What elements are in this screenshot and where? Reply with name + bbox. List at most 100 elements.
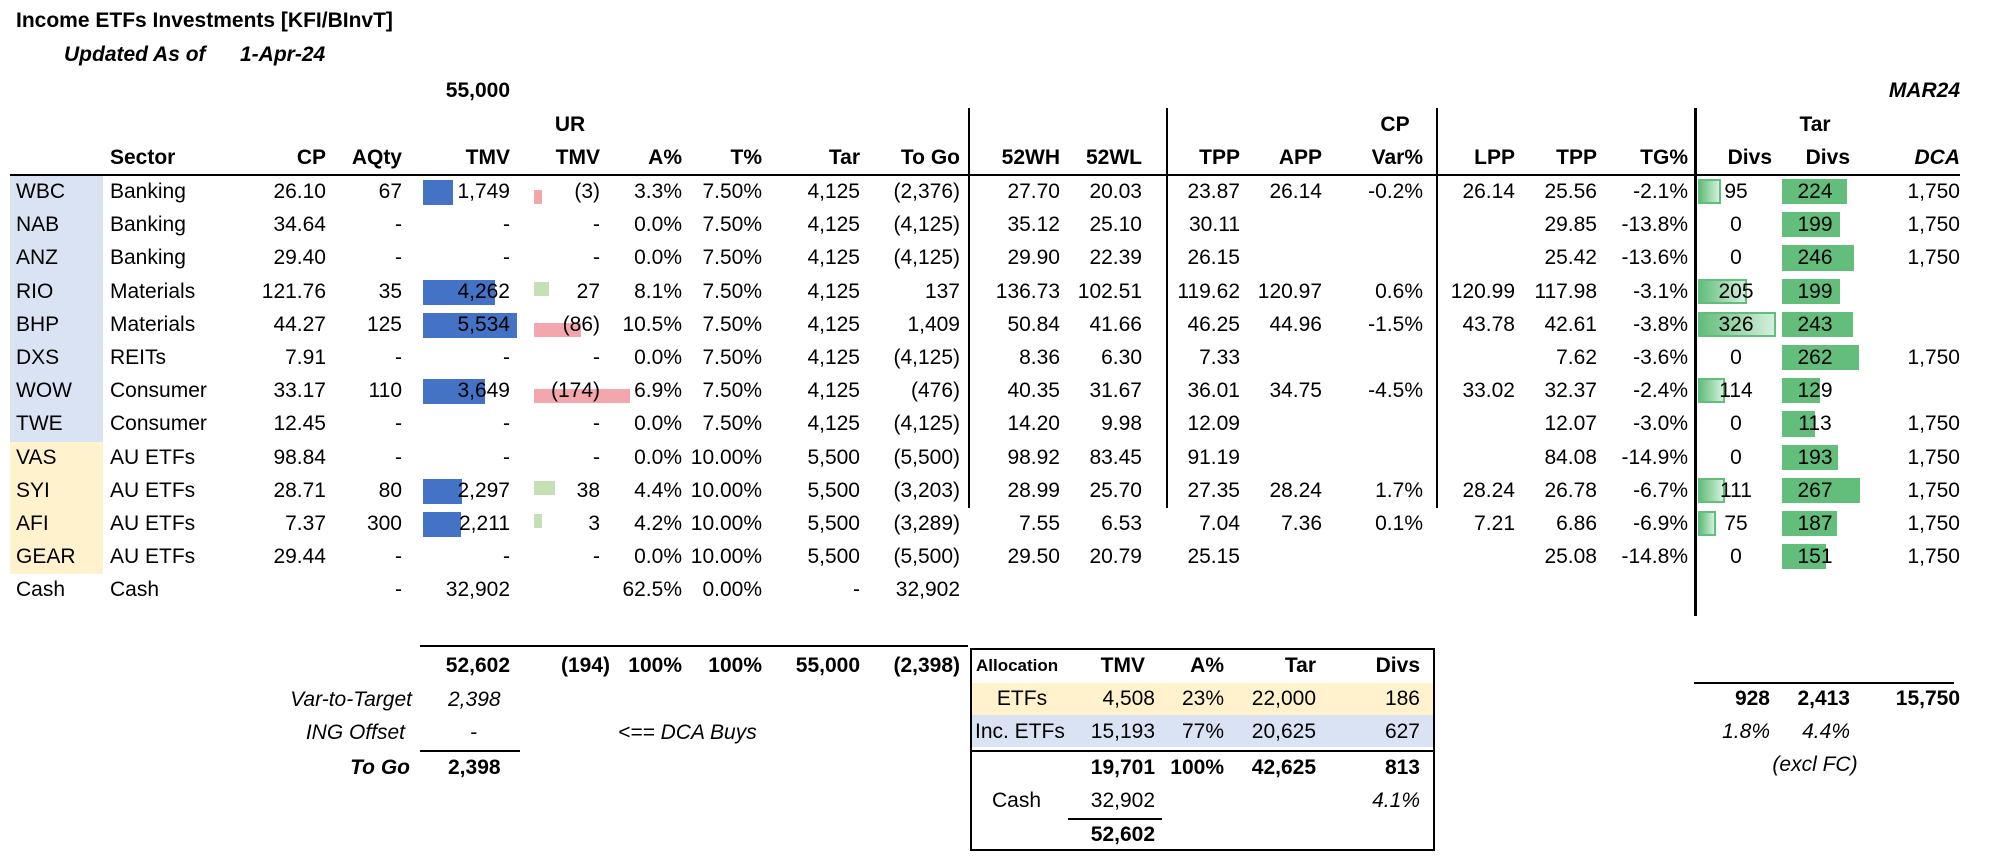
cell-w52h: 35.12 (1007, 213, 1060, 237)
cell-tpp2: 25.42 (1544, 246, 1597, 270)
header-tardivs-top: Tar (1799, 113, 1831, 136)
cell-tmv: 3,649 (457, 379, 510, 403)
column-separator-1 (1166, 108, 1168, 508)
cell-tpp2: 26.78 (1544, 478, 1597, 502)
cell-aqty: 80 (378, 478, 402, 502)
right-summary-dca: 15,750 (1895, 687, 1960, 710)
cell-cp: 28.71 (273, 478, 326, 502)
updated-date: 1-Apr-24 (240, 43, 326, 66)
cell-code: TWE (16, 412, 63, 436)
cell-tpct: 10.00% (690, 545, 762, 569)
cell-tg: -6.7% (1633, 478, 1688, 502)
tar-divs-data-bar (1782, 278, 1840, 304)
group-fill (10, 408, 103, 442)
cell-w52h: 29.50 (1007, 545, 1060, 569)
cell-tpp1: 7.33 (1199, 346, 1240, 369)
cell-ur: - (593, 545, 600, 569)
cell-lpp: 43.78 (1462, 312, 1515, 336)
cell-tar: 4,125 (807, 246, 860, 270)
cell-tpp1: 7.04 (1199, 512, 1240, 535)
cell-code: DXS (16, 346, 60, 369)
cell-divs: 0 (1730, 346, 1742, 369)
cell-tpct: 10.00% (690, 512, 762, 535)
cell-ur: - (593, 445, 600, 469)
column-separator-thick (1694, 108, 1697, 616)
cell-cp: 44.27 (273, 312, 326, 336)
cell-tpp1: 23.87 (1187, 180, 1240, 203)
cell-apct: 8.1% (634, 279, 682, 303)
cell-sector: AU ETFs (110, 445, 196, 469)
allocation-total-apct: 100% (1170, 756, 1224, 779)
cell-lpp: 26.14 (1462, 180, 1515, 203)
to-go-value: 2,398 (448, 756, 501, 779)
cell-tardivs: 224 (1797, 180, 1833, 203)
group-fill (10, 474, 103, 508)
cell-code: GEAR (16, 545, 76, 569)
total-ur: (194) (560, 654, 610, 677)
allocation-header-divs: Divs (1375, 654, 1420, 677)
cell-aqty: - (395, 246, 402, 270)
cell-togo: (5,500) (893, 445, 960, 469)
cell-tmv: - (503, 412, 510, 436)
cell-dca: 1,750 (1907, 180, 1960, 203)
cell-tpp2: 6.86 (1556, 512, 1597, 535)
cell-apct: 0.0% (634, 213, 682, 237)
cell-tpp1: 119.62 (1177, 279, 1240, 303)
cell-code: ANZ (16, 246, 58, 270)
divs-data-bar (1698, 477, 1725, 503)
allocation-inc-label: Inc. ETFs (975, 720, 1065, 743)
cell-apct: 4.4% (634, 478, 682, 502)
cell-w52l: 31.67 (1089, 379, 1142, 403)
allocation-header-apct: A% (1190, 654, 1224, 677)
cell-w52h: 98.92 (1007, 445, 1060, 469)
cell-aqty: 110 (368, 379, 402, 403)
cell-tg: -6.9% (1633, 512, 1688, 535)
cell-tardivs: 193 (1797, 445, 1833, 469)
cell-sector: AU ETFs (110, 478, 196, 502)
group-fill (10, 176, 103, 210)
cell-tpct: 7.50% (702, 379, 762, 403)
cell-sector: Cash (110, 578, 160, 602)
cell-lpp: 120.99 (1450, 279, 1515, 303)
tar-divs-data-bar (1782, 212, 1840, 238)
cell-w52l: 102.51 (1077, 279, 1142, 303)
cell-tmv: - (503, 213, 510, 237)
cell-apct: 0.0% (634, 412, 682, 436)
cell-w52l: 25.70 (1089, 478, 1142, 502)
group-fill (10, 342, 103, 376)
tar-divs-data-bar (1782, 245, 1854, 271)
cell-sector: Materials (110, 279, 196, 303)
column-header-sector: Sector (110, 146, 176, 169)
tar-divs-data-bar (1782, 544, 1826, 570)
cell-code: Cash (16, 578, 66, 602)
cell-apct: 4.2% (634, 512, 682, 535)
cell-sector: REITs (110, 346, 167, 369)
cell-lpp: 7.21 (1474, 512, 1515, 535)
cell-tardivs: 199 (1797, 213, 1833, 237)
total-tmv: 52,602 (445, 654, 510, 677)
cell-tpp2: 84.08 (1544, 445, 1597, 469)
cell-cpvar: 0.1% (1375, 512, 1423, 535)
column-header-cpvar: Var% (1371, 146, 1423, 169)
cell-tardivs: 262 (1797, 346, 1833, 369)
cell-divs: 95 (1724, 180, 1748, 203)
cell-cpvar: 1.7% (1375, 478, 1423, 502)
cell-tpp1: 46.25 (1187, 312, 1240, 336)
cell-code: RIO (16, 279, 54, 303)
tar-divs-data-bar (1782, 179, 1847, 205)
cell-togo: 32,902 (895, 578, 960, 602)
allocation-inc-tmv: 15,193 (1090, 720, 1155, 743)
cell-tmv: 4,262 (457, 279, 510, 303)
cell-togo: 137 (924, 279, 960, 303)
header-ur-top: UR (554, 113, 586, 136)
right-summary-divs: 928 (1734, 687, 1770, 710)
cell-apct: 3.3% (634, 180, 682, 203)
cell-tpp2: 42.61 (1544, 312, 1597, 336)
group-fill (10, 308, 103, 342)
allocation-header-tmv: TMV (1100, 654, 1145, 677)
right-summary-tardivs-pct: 4.4% (1802, 720, 1850, 743)
allocation-grand-total: 52,602 (1090, 823, 1155, 846)
cell-w52h: 27.70 (1007, 180, 1060, 203)
tar-divs-data-bar (1782, 477, 1860, 503)
ur-data-bar (534, 514, 542, 528)
